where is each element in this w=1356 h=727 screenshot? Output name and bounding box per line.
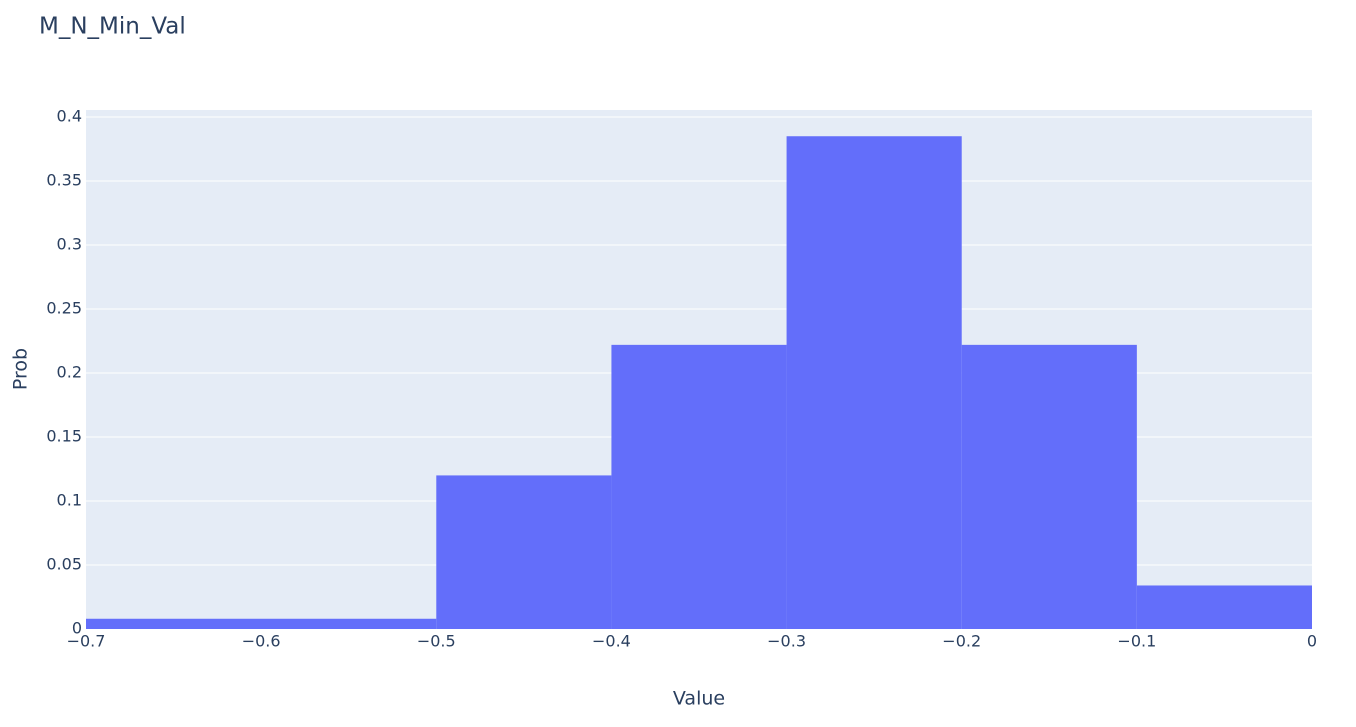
- x-tick-label: −0.2: [942, 632, 981, 651]
- x-tick-label: 0: [1307, 632, 1317, 651]
- y-tick-label: 0.2: [57, 363, 82, 382]
- bar: [436, 475, 612, 629]
- y-tick-label: 0.1: [57, 491, 82, 510]
- chart-title: M_N_Min_Val: [39, 14, 186, 40]
- y-tick-label: 0: [72, 619, 82, 638]
- y-tick-label: 0.35: [46, 171, 82, 190]
- x-tick-label: −0.1: [1117, 632, 1156, 651]
- bar: [1136, 585, 1312, 629]
- bar: [786, 136, 962, 629]
- x-tick-label: −0.7: [67, 632, 106, 651]
- bar: [961, 344, 1137, 629]
- y-tick-label: 0.25: [46, 299, 82, 318]
- y-tick-label: 0.3: [57, 235, 82, 254]
- x-tick-label: −0.5: [417, 632, 456, 651]
- y-tick-label: 0.15: [46, 427, 82, 446]
- x-tick-label: −0.3: [767, 632, 806, 651]
- x-axis-title: Value: [673, 688, 725, 710]
- x-tick-label: −0.6: [242, 632, 281, 651]
- x-tick-label: −0.4: [592, 632, 631, 651]
- bar: [86, 618, 437, 629]
- y-axis-title: Prob: [10, 348, 32, 390]
- y-tick-label: 0.4: [57, 107, 82, 126]
- y-tick-label: 0.05: [46, 555, 82, 574]
- bar: [611, 344, 787, 629]
